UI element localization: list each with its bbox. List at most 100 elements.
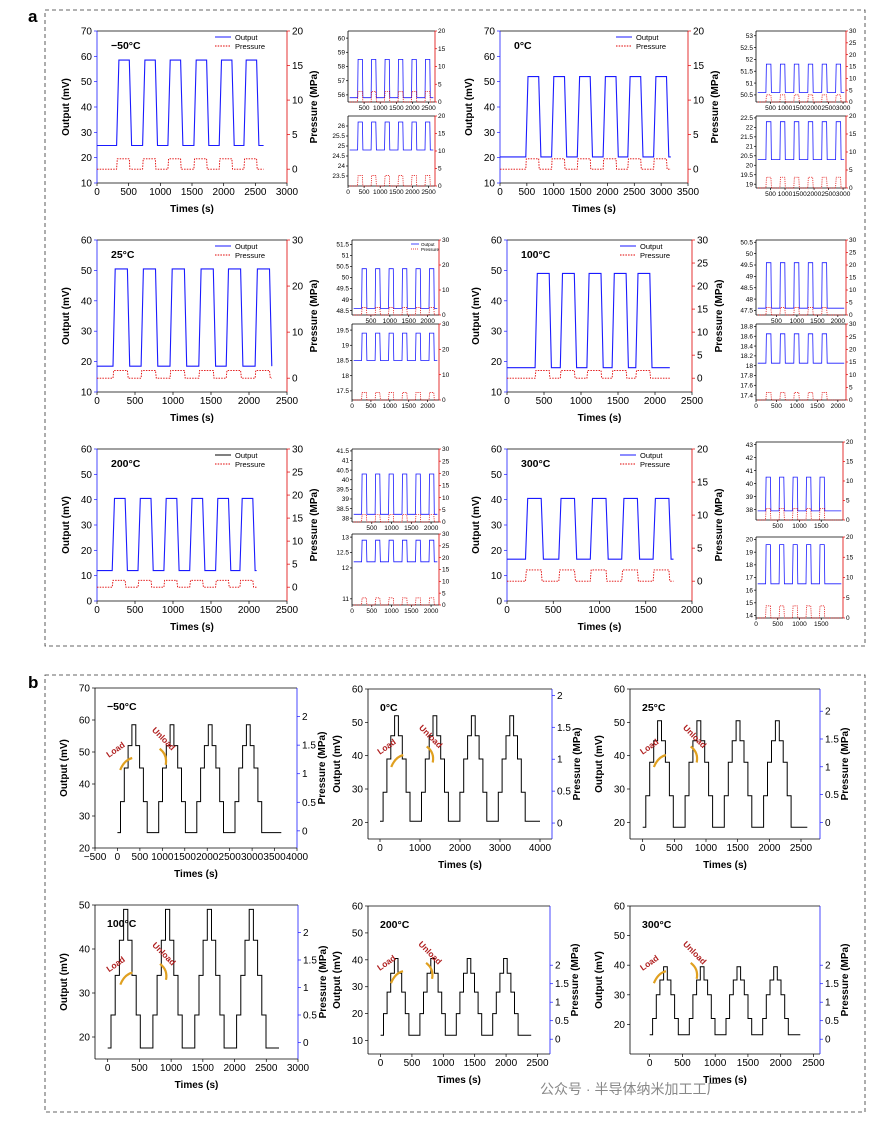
output-line xyxy=(757,544,842,585)
x-tick-label: 2500 xyxy=(802,1058,825,1069)
y-tick-label: 10 xyxy=(491,388,503,399)
x-tick-label: 1000 xyxy=(695,843,718,854)
y2-tick-label: 10 xyxy=(292,537,304,548)
output-line xyxy=(507,272,670,369)
output-line xyxy=(500,76,671,158)
panel-a-label: a xyxy=(28,7,38,26)
y-tick-label: 18.5 xyxy=(336,358,349,365)
output-line xyxy=(353,268,438,309)
x-tick-label: 2500 xyxy=(821,105,836,112)
x-tick-label: 1000 xyxy=(162,605,185,616)
y-tick-label: 51 xyxy=(746,80,754,87)
x-tick-label: 1500 xyxy=(389,105,404,112)
x-tick-label: 500 xyxy=(674,1058,691,1069)
y-tick-label: 13 xyxy=(342,534,350,541)
x-tick-label: 3000 xyxy=(241,852,264,863)
temperature-label: 200°C xyxy=(380,919,410,931)
y-tick-label: 40 xyxy=(342,477,350,484)
pressure-line xyxy=(507,369,670,379)
panel-a-frame xyxy=(44,9,866,647)
x-tick-label: 2500 xyxy=(219,852,242,863)
y-tick-label: 10 xyxy=(484,179,496,190)
y2-tick-label: 20 xyxy=(849,52,857,59)
watermark: 公众号 · 半导体纳米加工工厂 xyxy=(540,1081,720,1097)
x-tick-label: 500 xyxy=(666,843,683,854)
y-tick-label: 10 xyxy=(491,571,503,582)
y2-axis-title: Pressure (MPa) xyxy=(309,71,320,144)
y2-tick-label: 25 xyxy=(849,250,857,257)
y-tick-label: 30 xyxy=(79,989,91,1000)
y-tick-label: 50.5 xyxy=(336,264,349,271)
x-tick-label: 1000 xyxy=(790,318,805,325)
y-tick-label: 20 xyxy=(614,818,626,829)
y-tick-label: 40 xyxy=(79,780,91,791)
x-tick-label: 0 xyxy=(497,187,503,198)
output-step-line xyxy=(380,715,540,822)
y-tick-label: 50 xyxy=(352,928,364,939)
x-tick-label: 3000 xyxy=(836,105,851,112)
pressure-line xyxy=(353,514,438,523)
y2-axis-title: Pressure (MPa) xyxy=(318,946,329,1019)
x-tick-label: 0 xyxy=(94,187,100,198)
chart-a-300: 0 500 1000 1500 2000 0 10 20 30 40 50 60 0 5 10 15 20 300… xyxy=(471,445,725,634)
y2-tick-label: 20 xyxy=(697,282,709,293)
x-axis-title: Times (s) xyxy=(437,1075,481,1086)
x-tick-label: 2000 xyxy=(420,318,435,325)
y2-tick-label: 0.5 xyxy=(825,790,839,801)
y2-tick-label: 1.5 xyxy=(555,979,569,990)
legend-output-label: Output xyxy=(235,451,258,460)
x-tick-label: 0 xyxy=(378,1058,384,1069)
y2-tick-label: 5 xyxy=(697,544,703,555)
x-axis-title: Times (s) xyxy=(703,860,747,871)
y2-tick-label: 25 xyxy=(697,259,709,270)
y2-tick-label: 10 xyxy=(442,287,450,294)
chart-a-100-zh: 500 1000 1500 2000 47.5 48 48.5 49 49.5 50 50.5 0 5 1… xyxy=(740,237,856,325)
x-tick-label: 1500 xyxy=(737,1058,760,1069)
y-tick-label: 51.5 xyxy=(740,68,753,75)
y-tick-label: 30 xyxy=(81,128,93,139)
y-axis-title: Output (mV) xyxy=(61,287,72,345)
x-tick-label: 500 xyxy=(365,318,376,325)
y2-tick-label: 20 xyxy=(292,27,304,38)
x-tick-label: 500 xyxy=(771,318,782,325)
y-tick-label: 42 xyxy=(746,455,754,462)
x-tick-label: 500 xyxy=(365,403,376,410)
y-tick-label: 60 xyxy=(352,902,364,913)
load-arrow-icon xyxy=(119,971,133,986)
x-tick-label: 1500 xyxy=(402,403,417,410)
x-tick-label: 1500 xyxy=(389,189,404,196)
y2-tick-label: 10 xyxy=(442,579,450,586)
unload-arrow-icon xyxy=(690,961,699,980)
y2-tick-label: 2 xyxy=(303,928,309,939)
x-tick-label: 1500 xyxy=(635,605,658,616)
y-tick-label: 60 xyxy=(491,236,503,247)
y-axis-title: Output (mV) xyxy=(464,78,475,136)
y2-tick-label: 1.5 xyxy=(303,956,317,967)
legend-pressure-label: Pressure xyxy=(421,247,440,252)
y-tick-label: 19 xyxy=(746,181,754,188)
x-tick-label: 0 xyxy=(350,403,354,410)
output-step-line xyxy=(649,966,801,1036)
y2-tick-label: 0 xyxy=(849,312,853,319)
x-tick-label: 0 xyxy=(377,843,383,854)
x-tick-label: 500 xyxy=(765,191,776,198)
y-tick-label: 30 xyxy=(614,990,626,1001)
y-tick-label: 20 xyxy=(614,1020,626,1031)
y2-tick-label: 0 xyxy=(438,99,442,106)
x-tick-label: 2000 xyxy=(681,605,704,616)
y-axis-title: Output (mV) xyxy=(59,739,70,797)
temperature-label: 0°C xyxy=(514,40,532,52)
y-tick-label: 50 xyxy=(79,748,91,759)
y-tick-label: 30 xyxy=(352,982,364,993)
x-tick-label: 2000 xyxy=(420,403,435,410)
y2-tick-label: 20 xyxy=(438,113,446,120)
y2-axis-title: Pressure (MPa) xyxy=(570,944,581,1017)
chart-a-n50-zl: 0 500 1000 1500 2000 2500 23.5 24 24.5 25 25.5 26 0 5… xyxy=(332,113,445,196)
y-tick-label: 20 xyxy=(79,1033,91,1044)
y-tick-label: 26 xyxy=(338,123,346,130)
y-tick-label: 30 xyxy=(614,785,626,796)
x-tick-label: 0 xyxy=(105,1063,111,1074)
y2-tick-label: 0 xyxy=(292,583,298,594)
y-tick-label: 40 xyxy=(746,481,754,488)
load-arrow-icon xyxy=(119,756,133,771)
